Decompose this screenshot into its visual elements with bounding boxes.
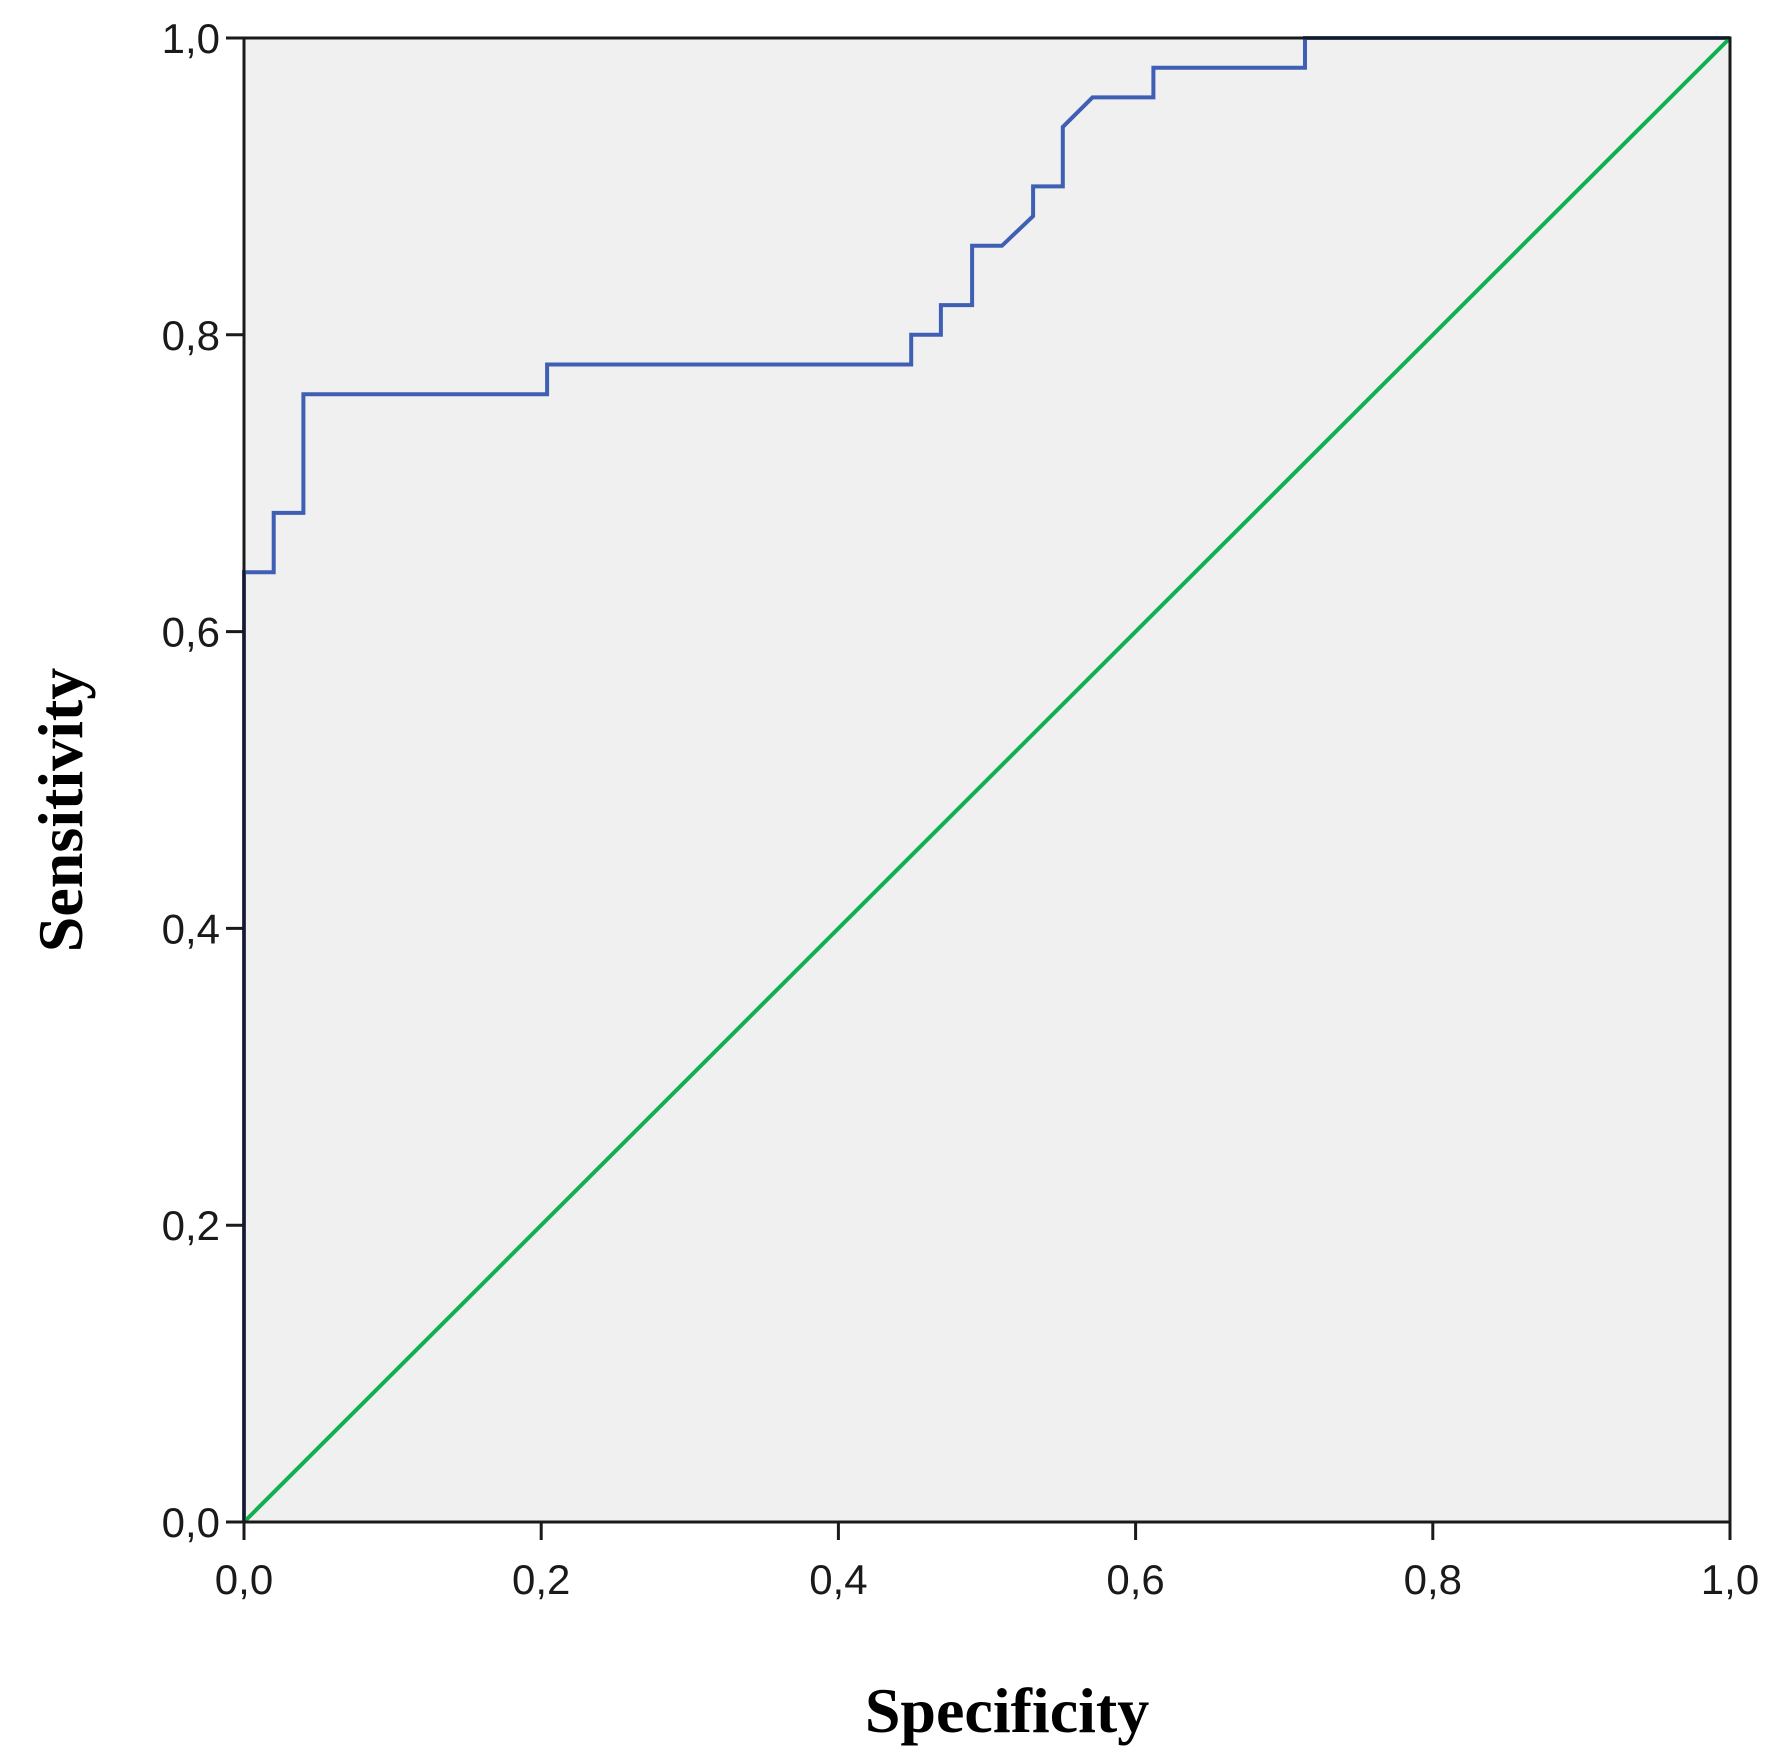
y-tick-label: 1,0 xyxy=(162,15,220,62)
y-tick-label: 0,6 xyxy=(162,609,220,656)
plot-frame xyxy=(242,36,1732,1524)
y-tick-label: 0,4 xyxy=(162,905,220,952)
roc-curve-line xyxy=(242,36,1730,1522)
x-tick-label: 0,0 xyxy=(215,1556,273,1603)
x-axis-title: Specificity xyxy=(865,1675,1149,1746)
y-axis-title: Sensitivity xyxy=(25,668,96,952)
reference-diagonal-line xyxy=(242,36,1732,1524)
y-tick-label: 0,8 xyxy=(162,312,220,359)
y-tick-label: 0,0 xyxy=(162,1499,220,1546)
y-axis: 0,0 0,2 0,4 0,6 0,8 1,0 xyxy=(162,15,244,1546)
series-layer xyxy=(242,36,1732,1524)
x-tick-label: 0,2 xyxy=(512,1556,570,1603)
x-tick-label: 0,4 xyxy=(809,1556,867,1603)
x-tick-label: 0,8 xyxy=(1404,1556,1462,1603)
x-tick-label: 1,0 xyxy=(1701,1556,1759,1603)
x-axis: 0,0 0,2 0,4 0,6 0,8 1,0 xyxy=(215,1522,1759,1603)
x-tick-label: 0,6 xyxy=(1106,1556,1164,1603)
y-tick-label: 0,2 xyxy=(162,1202,220,1249)
